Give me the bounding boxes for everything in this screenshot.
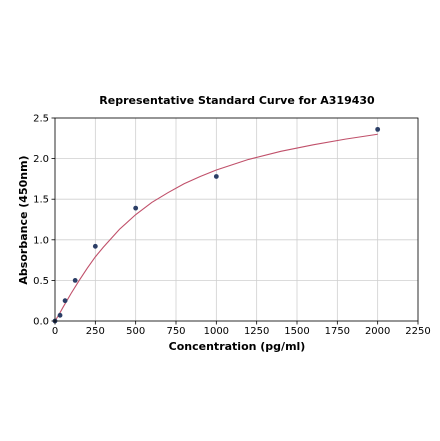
plot-area <box>54 117 419 322</box>
x-tick-label: 1750 <box>325 326 350 337</box>
x-axis-label: Concentration (pg/ml) <box>169 340 306 353</box>
y-tick-label: 1.0 <box>33 235 49 246</box>
y-tick-label: 1.5 <box>33 195 49 206</box>
x-tick-label: 1250 <box>244 326 269 337</box>
y-tick-label: 0.0 <box>33 317 49 328</box>
data-point <box>72 278 78 283</box>
x-axis: 0 250 500 750 1000 1250 1500 1750 2000 2250 <box>52 321 431 337</box>
x-tick-label: 0 <box>52 326 58 337</box>
y-tick-label: 0.5 <box>33 276 49 287</box>
y-axis-label: Absorbance (450nm) <box>17 155 30 284</box>
y-tick-label: 2.0 <box>33 154 49 165</box>
x-tick-label: 250 <box>86 326 105 337</box>
x-tick-label: 2250 <box>405 326 430 337</box>
data-points <box>52 126 381 324</box>
data-point <box>57 312 63 318</box>
x-tick-label: 2000 <box>365 326 390 337</box>
chart-title: Representative Standard Curve for A31943… <box>99 94 375 107</box>
fit-curve <box>54 133 378 322</box>
data-point <box>62 298 68 304</box>
x-tick-label: 500 <box>126 326 145 337</box>
grid <box>54 117 419 322</box>
y-axis: 0.0 0.5 1.0 1.5 2.0 2.5 <box>33 114 55 328</box>
y-tick-label: 2.5 <box>33 114 49 125</box>
x-tick-label: 750 <box>166 326 185 337</box>
data-point <box>133 205 139 211</box>
fit-curve-group <box>54 133 378 322</box>
data-point <box>375 126 381 132</box>
data-point <box>92 243 98 249</box>
x-tick-label: 1000 <box>204 326 229 337</box>
x-tick-label: 1500 <box>284 326 309 337</box>
data-point <box>213 174 219 179</box>
